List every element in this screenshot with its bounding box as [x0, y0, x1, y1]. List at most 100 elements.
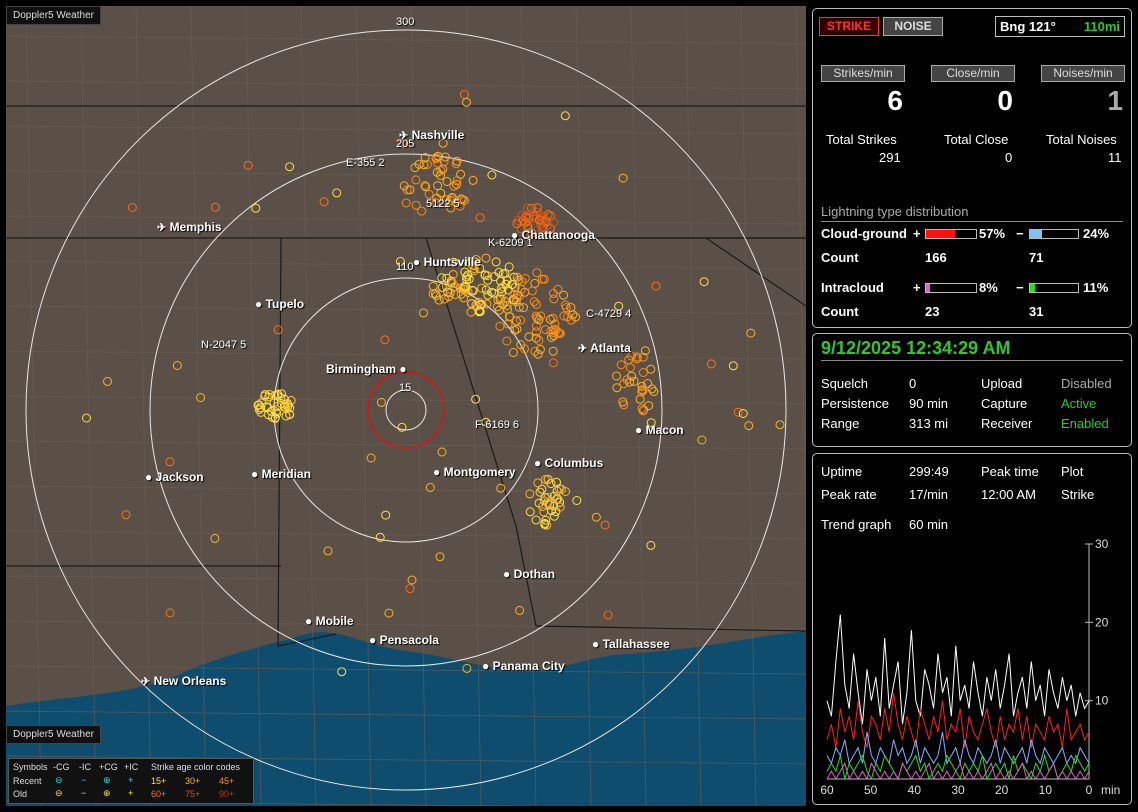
county-line [6, 530, 806, 540]
city-tallahassee: ● Tallahassee [592, 637, 670, 651]
strike-button[interactable]: STRIKE [819, 17, 879, 36]
strike-marker [646, 540, 656, 550]
storm-tag[interactable]: F-6169 6 [475, 419, 520, 431]
storm-tag[interactable]: E-355 2 [346, 157, 385, 169]
close-per-min-button[interactable]: Close/min [931, 65, 1015, 82]
app-title: Doppler5 Weather [6, 6, 101, 25]
strike-marker [448, 270, 458, 279]
x-tick-label: 50 [864, 783, 878, 797]
x-tick-label: 20 [995, 783, 1009, 797]
strike-marker [616, 360, 626, 370]
strike-marker [468, 175, 478, 185]
trend-graph-label: Trend graph [821, 517, 892, 532]
ic-pos-count: 23 [925, 304, 940, 319]
strike-marker [549, 217, 559, 227]
county-line [740, 6, 757, 806]
strike-marker [625, 377, 635, 387]
strike-marker [511, 316, 521, 326]
bearing-readout: Bng 121° 110mi [995, 16, 1125, 37]
distribution-title: Lightning type distribution [821, 204, 969, 219]
strike-marker [260, 391, 270, 401]
city-memphis: ✈ Memphis [157, 220, 222, 234]
strike-marker [537, 484, 547, 494]
range-label: Range [821, 416, 860, 431]
capture-value[interactable]: Active [1061, 396, 1097, 411]
upload-value[interactable]: Disabled [1061, 376, 1112, 391]
age-30: 30+ [185, 776, 201, 786]
radar-map[interactable]: Doppler5 Weather Doppler5 Weather 300 20… [6, 6, 806, 806]
strike-marker [651, 281, 661, 291]
strike-marker [428, 289, 438, 299]
storm-tag[interactable]: 5122 5 [426, 198, 460, 210]
noises-per-min-button[interactable]: Noises/min [1041, 65, 1125, 82]
strike-marker [437, 282, 447, 292]
strike-marker [272, 408, 282, 418]
peak-time-label: Peak time [981, 464, 1039, 479]
county-line [6, 80, 806, 90]
strike-marker [444, 292, 454, 302]
x-unit-label: min [1101, 783, 1120, 797]
datetime: 9/12/2025 12:34:29 AM [821, 338, 1011, 358]
county-line [190, 6, 207, 806]
strike-marker [532, 268, 542, 278]
persistence-label: Persistence [821, 396, 889, 411]
county-line [25, 6, 42, 806]
noise-button[interactable]: NOISE [883, 17, 943, 36]
trend-series-line [826, 731, 1090, 765]
strikes-per-min-button[interactable]: Strikes/min [821, 65, 905, 82]
pos-cg-old-icon: ⊕ [103, 788, 111, 798]
strike-marker [545, 314, 555, 324]
county-line [245, 6, 262, 806]
strike-marker [410, 163, 420, 173]
distance-value: 110mi [1083, 19, 1120, 34]
strike-marker [481, 285, 491, 295]
strike-marker [744, 421, 754, 431]
strike-marker [425, 483, 435, 492]
storm-tag[interactable]: K-6209 1 [488, 237, 533, 249]
ic-neg-bar [1029, 283, 1079, 293]
strike-marker [273, 389, 283, 399]
total-noises-label: Total Noises [1046, 132, 1117, 147]
storm-tag[interactable]: C-4729 4 [586, 308, 632, 320]
strike-marker [476, 300, 486, 309]
strike-marker [551, 507, 561, 517]
county-line [6, 215, 806, 225]
strike-marker [638, 386, 648, 396]
strike-marker [555, 328, 564, 338]
strike-marker [271, 407, 281, 417]
cloud-ground-label: Cloud-ground [821, 226, 907, 241]
plot-value[interactable]: Strike [1061, 487, 1095, 502]
strike-marker [637, 387, 647, 397]
strike-marker [637, 404, 647, 413]
map-canvas[interactable] [6, 6, 806, 806]
strike-marker [447, 194, 457, 203]
city-huntsville: ● Huntsville [413, 255, 481, 269]
strike-marker [428, 281, 438, 291]
strike-marker [534, 336, 544, 345]
receiver-value[interactable]: Enabled [1061, 416, 1109, 431]
strike-marker [447, 192, 457, 202]
strike-marker [462, 272, 471, 282]
neg-ic-recent-icon: − [81, 775, 87, 785]
strike-marker [527, 286, 537, 296]
neg-cg-old-icon: ⊖ [55, 788, 63, 798]
age-15: 15+ [151, 776, 167, 786]
strike-marker [612, 383, 622, 393]
legend-header-neg-ic: -IC [79, 762, 91, 772]
strike-marker [571, 312, 581, 322]
city-columbus: ● Columbus [534, 456, 604, 470]
peak-rate-value: 17/min [909, 487, 949, 502]
strike-marker [535, 345, 545, 354]
total-close-label: Total Close [944, 132, 1009, 147]
county-line [135, 6, 152, 806]
strikes-per-min-value: 6 [887, 85, 903, 116]
county-line [80, 6, 97, 806]
strike-marker [619, 379, 629, 389]
peak-time-value: 12:00 AM [981, 487, 1036, 502]
strike-marker [549, 511, 559, 521]
range-label-110: 110 [396, 261, 414, 273]
strike-marker [699, 277, 709, 287]
strike-marker [431, 198, 441, 208]
storm-tag[interactable]: N-2047 5 [201, 339, 247, 351]
strike-marker [498, 282, 508, 292]
